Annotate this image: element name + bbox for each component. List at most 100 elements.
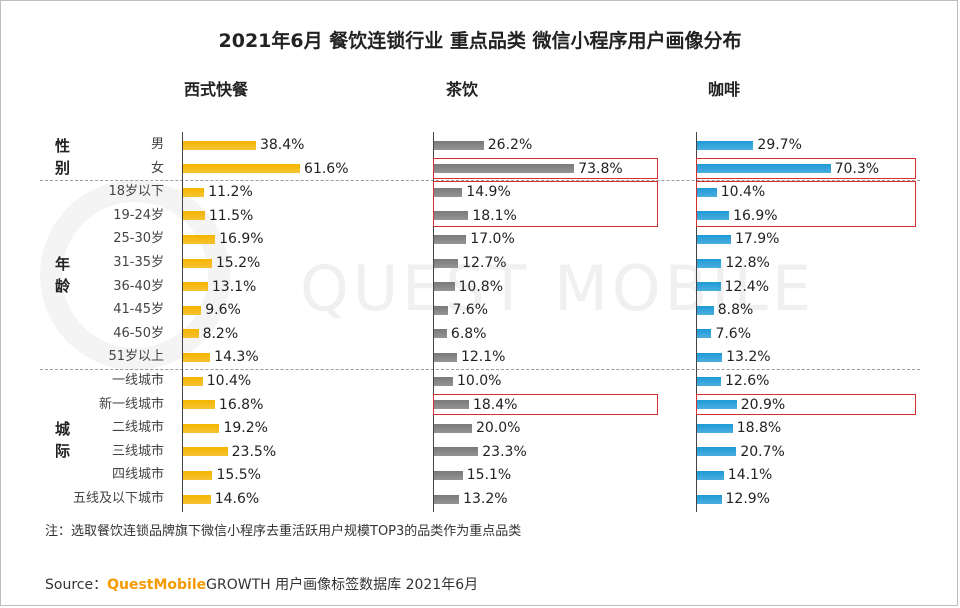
data-label: 14.6% xyxy=(214,491,260,507)
data-label: 15.2% xyxy=(215,255,261,271)
series-header-2: 咖啡 xyxy=(708,80,741,99)
bar xyxy=(183,164,301,174)
bar xyxy=(183,376,203,386)
data-label: 16.9% xyxy=(733,207,778,224)
bar xyxy=(697,329,712,339)
bar xyxy=(434,234,467,244)
series-axis-0 xyxy=(182,132,183,512)
bar xyxy=(434,140,484,150)
category-label: 女 xyxy=(150,160,164,176)
data-label: 18.4% xyxy=(472,396,518,413)
highlight-box xyxy=(433,393,658,416)
data-label: 11.5% xyxy=(208,207,254,224)
bar xyxy=(183,423,220,433)
bar xyxy=(434,470,463,480)
bar xyxy=(183,140,256,150)
category-label: 25-30岁 xyxy=(113,231,164,247)
data-label: 18.8% xyxy=(736,420,782,437)
data-label: 9.6% xyxy=(205,302,241,319)
bar xyxy=(183,258,212,268)
source-prefix: Source： xyxy=(45,577,108,593)
data-label: 17.0% xyxy=(470,231,515,248)
category-label: 41-45岁 xyxy=(113,302,164,318)
data-label: 13.2% xyxy=(726,349,771,366)
highlight-box xyxy=(433,181,658,227)
bar xyxy=(697,211,730,221)
group-label-char: 年 xyxy=(55,254,71,273)
data-label: 12.9% xyxy=(725,491,770,507)
data-label: 14.3% xyxy=(214,349,259,366)
source-brand: QuestMobile xyxy=(107,577,207,593)
data-label: 12.8% xyxy=(725,255,770,271)
data-label: 20.0% xyxy=(476,420,521,437)
bar xyxy=(697,282,721,292)
group-label-0: 性别 xyxy=(55,135,75,179)
series-axis-2 xyxy=(696,132,697,512)
bar xyxy=(434,400,469,410)
data-label: 12.6% xyxy=(724,373,770,389)
bar xyxy=(434,494,460,504)
bar xyxy=(434,258,459,268)
watermark-text: QUEST MOBILE xyxy=(300,252,816,325)
bar xyxy=(183,494,211,504)
highlight-box xyxy=(696,181,916,227)
bar xyxy=(697,494,722,504)
category-label: 18岁以下 xyxy=(108,184,164,200)
data-label: 20.9% xyxy=(740,396,786,413)
data-label: 18.1% xyxy=(472,207,517,224)
group-label-1: 年龄 xyxy=(55,253,75,297)
category-label: 36-40岁 xyxy=(113,278,164,294)
bar xyxy=(183,234,216,244)
data-label: 10.8% xyxy=(458,278,503,295)
bar xyxy=(697,140,754,150)
category-label: 46-50岁 xyxy=(113,325,164,341)
bar xyxy=(434,164,575,174)
data-label: 23.5% xyxy=(231,443,277,460)
bar xyxy=(434,211,469,221)
bar xyxy=(697,352,723,362)
bar xyxy=(697,305,714,315)
data-label: 14.9% xyxy=(466,184,511,201)
bar xyxy=(697,258,722,268)
category-label: 二线城市 xyxy=(111,420,164,436)
series-header-0: 西式快餐 xyxy=(184,80,249,99)
data-label: 7.6% xyxy=(715,325,752,342)
group-label-char: 龄 xyxy=(55,276,71,295)
data-label: 13.1% xyxy=(211,278,257,295)
bar xyxy=(697,234,731,244)
data-label: 12.7% xyxy=(462,255,507,271)
data-label: 12.1% xyxy=(460,349,506,366)
bar xyxy=(697,423,733,433)
group-label-2: 城际 xyxy=(55,418,75,462)
bar xyxy=(434,447,479,457)
group-separator xyxy=(40,180,920,182)
series-axis-1 xyxy=(433,132,434,512)
bar xyxy=(697,376,721,386)
bar xyxy=(434,329,447,339)
data-label: 20.7% xyxy=(740,443,785,460)
data-label: 26.2% xyxy=(487,137,533,153)
bar xyxy=(697,447,737,457)
data-label: 14.1% xyxy=(727,467,773,484)
data-label: 13.2% xyxy=(463,491,508,507)
group-separator xyxy=(40,369,920,371)
source-suffix: GROWTH 用户画像标签数据库 2021年6月 xyxy=(206,577,479,593)
bar xyxy=(434,376,453,386)
data-label: 23.3% xyxy=(482,443,527,460)
data-label: 10.0% xyxy=(457,373,502,389)
bar xyxy=(697,400,737,410)
category-label: 51岁以上 xyxy=(108,349,164,365)
bar xyxy=(183,400,215,410)
group-label-char: 城 xyxy=(55,420,71,438)
category-label: 19-24岁 xyxy=(113,207,164,223)
category-label: 三线城市 xyxy=(111,443,164,459)
bar xyxy=(183,211,205,221)
data-label: 19.2% xyxy=(223,420,268,437)
highlight-box xyxy=(696,157,916,180)
category-label: 五线及以下城市 xyxy=(72,491,164,506)
category-label: 四线城市 xyxy=(111,467,164,483)
data-label: 29.7% xyxy=(757,137,802,153)
bar xyxy=(434,305,449,315)
bar xyxy=(183,470,213,480)
